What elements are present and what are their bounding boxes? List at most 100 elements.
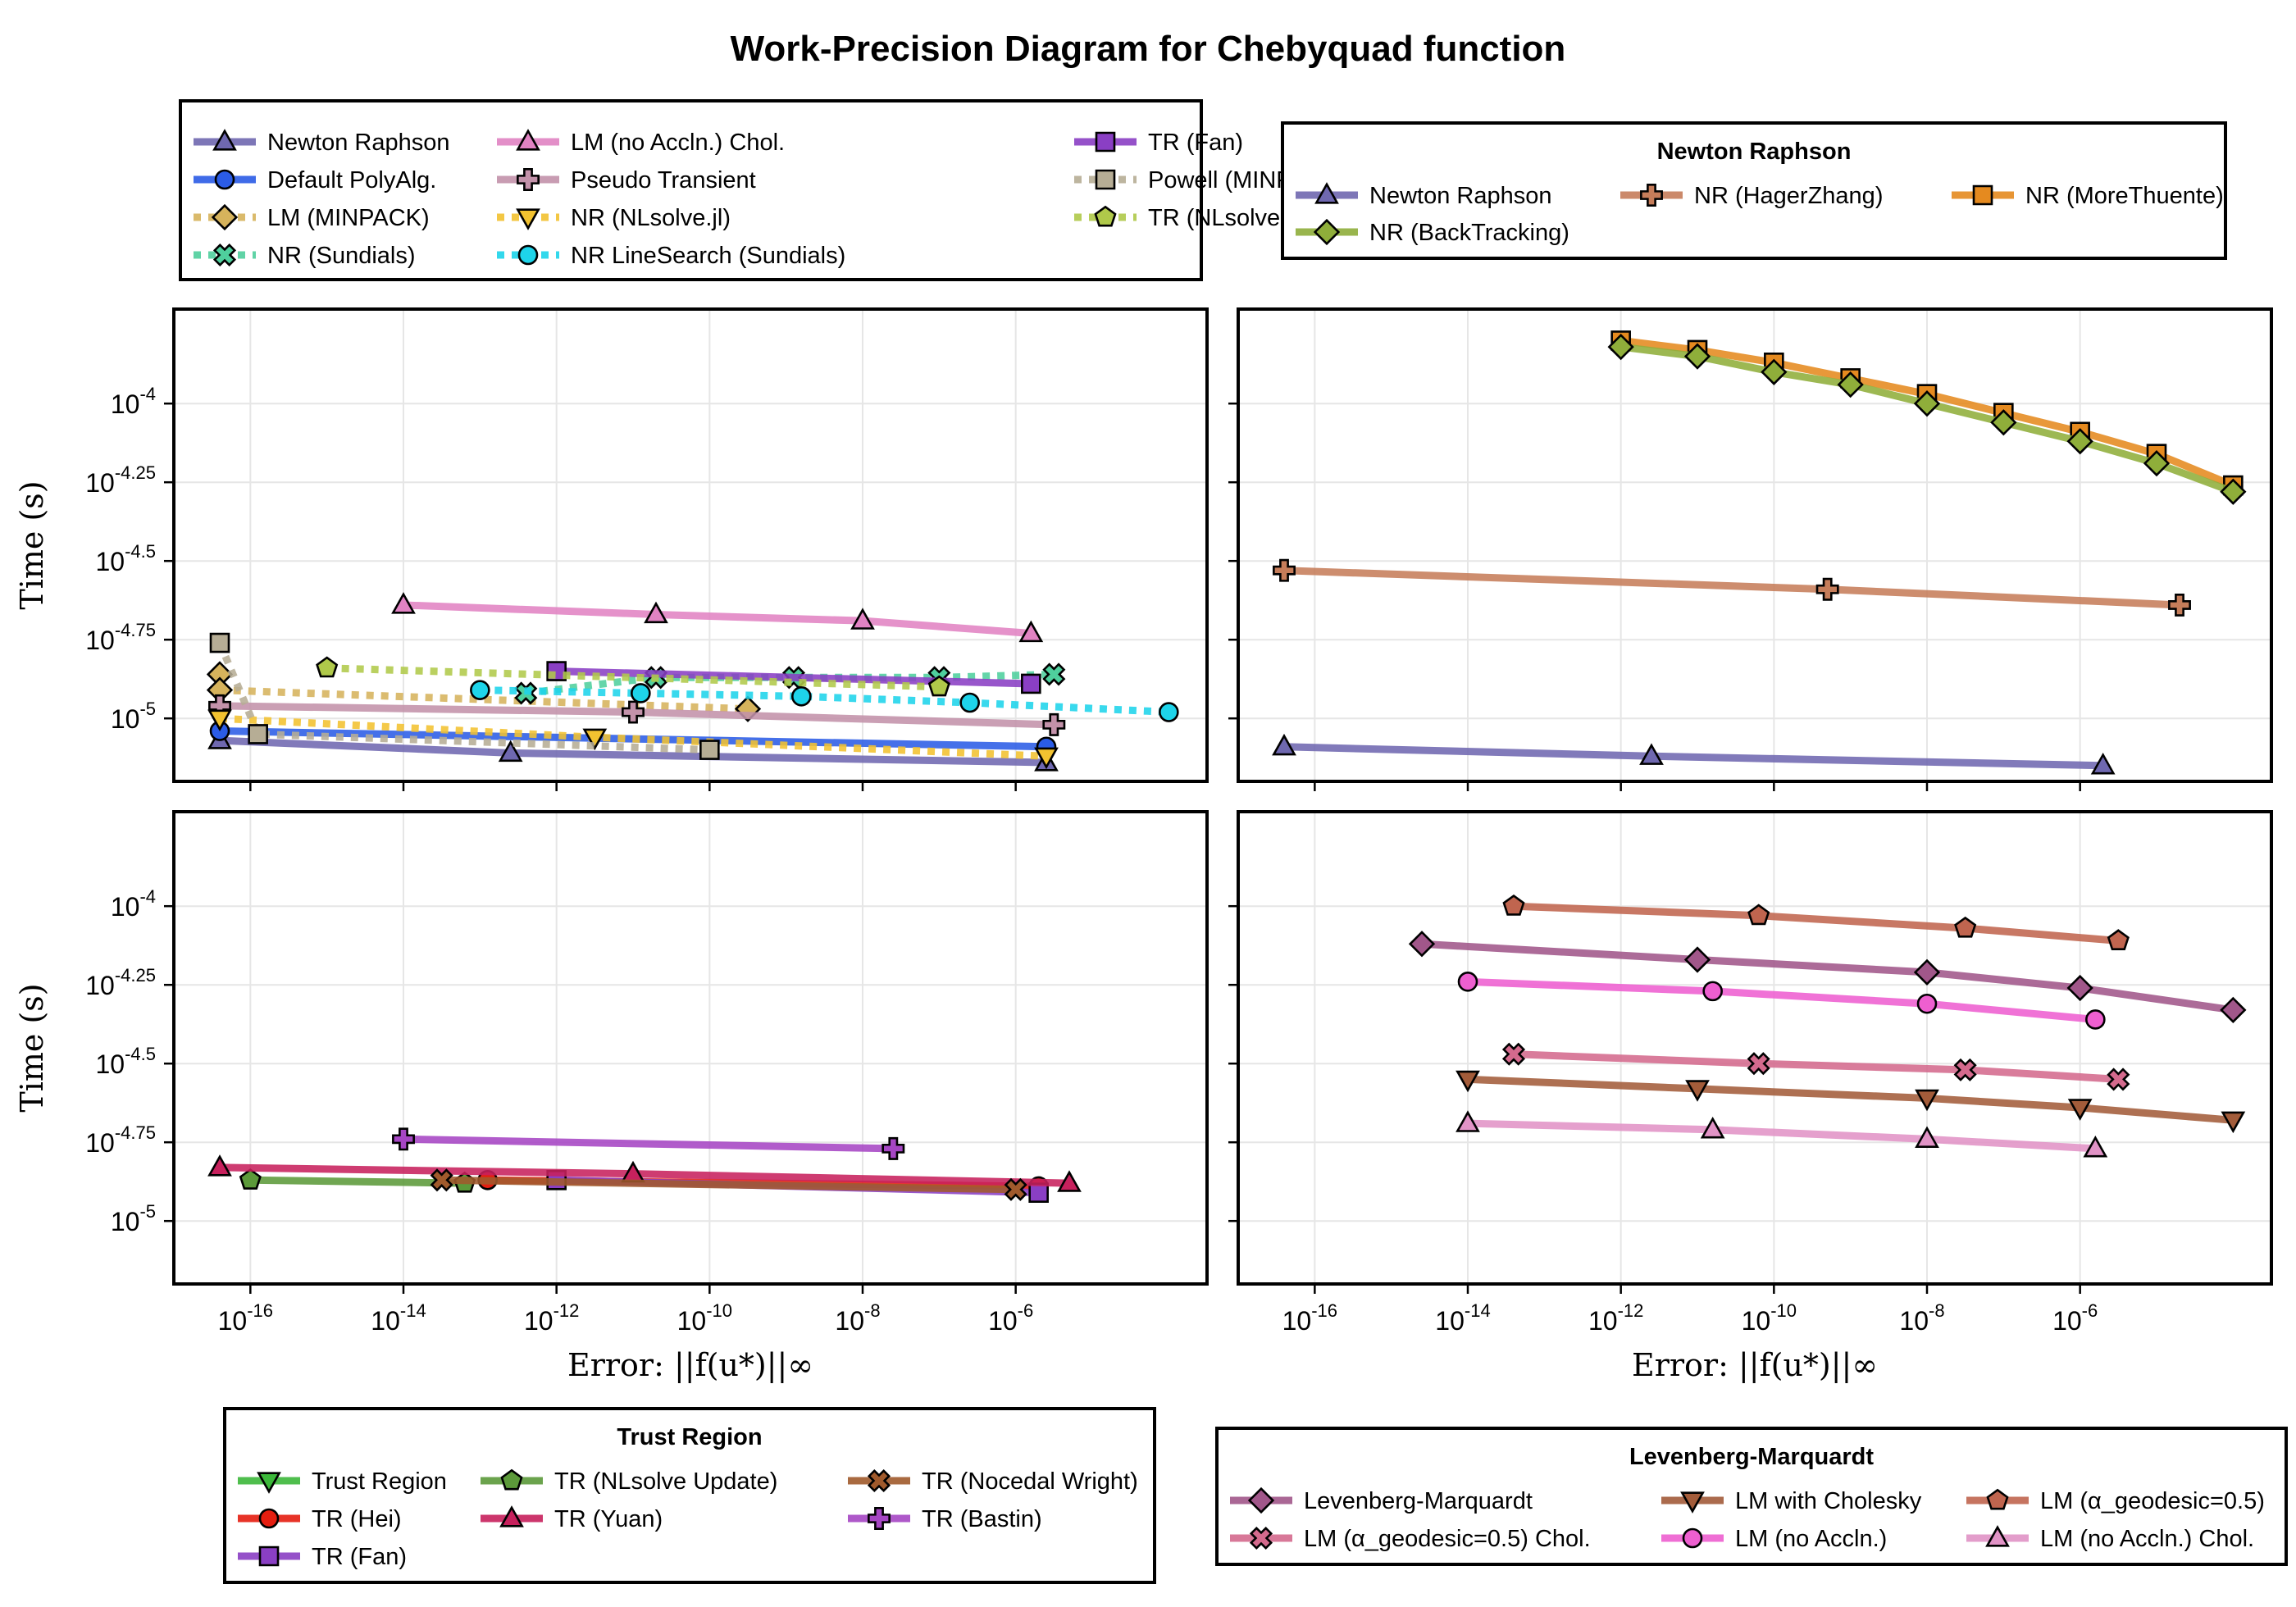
data-point-lm-geodesic-0-5-chol xyxy=(2107,1068,2130,1091)
legend-frame xyxy=(1281,121,2227,260)
data-point-nr-backtracking xyxy=(2220,478,2247,505)
legend-label: TR (Yuan) xyxy=(554,1506,663,1532)
series-group xyxy=(1408,894,2247,1158)
x-tick-label: 10-6 xyxy=(2052,1300,2098,1336)
legend-label: NR (MoreThuente) xyxy=(2025,183,2224,209)
data-point-tr-nlsolve-jl xyxy=(927,675,950,697)
data-point-lm-no-accln-chol xyxy=(1700,1116,1725,1139)
legend-entry-tr-nlsolve-jl: TR (NLsolve.jl) xyxy=(1074,205,1305,231)
legend-label: LM (no Accln.) Chol. xyxy=(2040,1526,2254,1552)
panel-frame xyxy=(1237,307,2273,783)
legend-label: TR (Hei) xyxy=(312,1506,402,1532)
series-line-lm-geodesic-0-5 xyxy=(1510,902,2122,945)
y-tick-label: 10-4.25 xyxy=(85,462,156,498)
x-axis-label: Error: ||f(u*)||∞ xyxy=(567,1347,813,1383)
legend-label: LM (α_geodesic=0.5) Chol. xyxy=(1304,1526,1591,1552)
legend-label: TR (Bastin) xyxy=(922,1506,1042,1532)
legend-marker xyxy=(1249,1526,1273,1550)
y-tick-label: 10-4 xyxy=(111,384,156,419)
data-point-lm-geodesic-0-5-chol xyxy=(1953,1058,1977,1081)
panels: 10-510-4.7510-4.510-4.2510-410-510-4.751… xyxy=(85,307,2273,1336)
data-point-levenberg-marquardt xyxy=(1683,946,1711,973)
legend-marker xyxy=(212,243,237,267)
y-axis-label: Time (s) xyxy=(14,480,50,609)
legend-label: NR (Sundials) xyxy=(267,243,416,269)
data-point-tr-nlsolve-jl xyxy=(316,656,339,678)
legend-marker xyxy=(257,1472,281,1494)
panel-frame xyxy=(172,307,1209,783)
legend-entry-tr-yuan: TR (Yuan) xyxy=(481,1505,663,1532)
data-point-nr-linesearch-sundials xyxy=(470,680,490,700)
x-tick-label: 10-14 xyxy=(1435,1300,1490,1336)
legend-entry-newton-raphson: Newton Raphson xyxy=(1296,182,1551,209)
data-point-powell-minpack xyxy=(209,632,230,653)
legend-entry-trust-region: Trust Region xyxy=(238,1468,447,1495)
legend-marker xyxy=(1095,131,1116,153)
series-group xyxy=(206,592,1179,772)
data-point-lm-geodesic-0-5 xyxy=(1502,894,1525,916)
legend-entry-tr-nlsolve-update: TR (NLsolve Update) xyxy=(481,1468,777,1495)
data-point-powell-minpack xyxy=(699,740,720,760)
legend-main: Newton Raphson Default PolyAlg. LM (MINPAC… xyxy=(179,99,1347,281)
legend-title: Trust Region xyxy=(617,1424,762,1450)
series-line-tr-nlsolve-update xyxy=(246,1176,469,1187)
data-point-lm-minpack xyxy=(734,695,762,722)
y-tick-label: 10-4.75 xyxy=(85,620,156,655)
legend-marker xyxy=(517,168,540,191)
legend-entry-nr-hagerzhang: NR (HagerZhang) xyxy=(1620,183,1883,209)
data-point-lm-geodesic-0-5 xyxy=(2107,929,2130,950)
data-point-nr-nlsolve-jl xyxy=(1034,747,1059,770)
data-point-lm-no-accln xyxy=(1702,981,1723,1002)
data-point-tr-yuan xyxy=(1057,1170,1082,1192)
axis-labels: Time (s) Time (s) Error: ||f(u*)||∞ Error: … xyxy=(14,480,1878,1383)
legend-entry-lm-geodesic-0-5-chol: LM (α_geodesic=0.5) Chol. xyxy=(1230,1526,1591,1552)
legend-entry-lm-geodesic-0-5: LM (α_geodesic=0.5) xyxy=(1966,1488,2265,1514)
legends: Newton Raphson Default PolyAlg. LM (MINPAC… xyxy=(179,99,2288,1584)
data-point-lm-no-accln-chol xyxy=(1915,1126,1939,1149)
legend-marker xyxy=(516,129,540,151)
data-point-tr-yuan xyxy=(207,1154,232,1177)
data-point-lm-with-cholesky xyxy=(1456,1070,1480,1093)
x-tick-label: 10-16 xyxy=(218,1300,273,1336)
legend-label: TR (Fan) xyxy=(1148,130,1243,156)
legend-entry-lm-minpack: LM (MINPACK) xyxy=(194,203,430,231)
legend-entry-lm-no-accln: LM (no Accln.) xyxy=(1661,1526,1887,1552)
legend-label: LM with Cholesky xyxy=(1735,1488,1922,1514)
data-point-tr-nocedal-wright xyxy=(1004,1177,1027,1201)
data-point-nr-backtracking xyxy=(1913,390,1941,417)
panel-bottom-left: 10-5 10-4.75 10-4.5 10-4.25 10-4 10-16 10-14 10… xyxy=(85,810,1209,1336)
series-line-lm-geodesic-0-5-chol xyxy=(1510,1050,2122,1083)
series-line-lm-no-accln xyxy=(1464,977,2099,1023)
data-point-nr-backtracking xyxy=(1683,343,1711,370)
legend-label: Default PolyAlg. xyxy=(267,167,436,193)
legend-entry-newton-raphson: Newton Raphson xyxy=(194,129,449,156)
x-tick-label: 10-12 xyxy=(1588,1300,1643,1336)
data-point-newton-raphson xyxy=(498,740,523,763)
legend-marker xyxy=(1985,1525,2010,1547)
data-point-lm-no-accln xyxy=(1457,972,1478,992)
legend-marker xyxy=(1094,205,1117,227)
legend-label: TR (Nocedal Wright) xyxy=(922,1468,1138,1495)
data-point-nr-sundials xyxy=(1042,662,1066,686)
data-point-tr-nocedal-wright xyxy=(430,1168,453,1192)
y-tick-label: 10-4.75 xyxy=(85,1122,156,1158)
data-point-tr-fan xyxy=(1021,673,1041,694)
data-point-lm-no-accln xyxy=(2085,1009,2106,1030)
legend-label: Trust Region xyxy=(312,1468,447,1495)
legend-newton: Newton Raphson Newton Raphson NR (HagerZha… xyxy=(1281,121,2227,260)
data-point-levenberg-marquardt xyxy=(2066,974,2093,1002)
legend-entry-tr-hei: TR (Hei) xyxy=(238,1506,402,1532)
x-tick-label: 10-10 xyxy=(1742,1300,1797,1336)
legend-marker xyxy=(499,1505,524,1527)
panel-top-left: 10-5 10-4.75 10-4.5 10-4.25 10-4 xyxy=(85,307,1209,791)
y-tick-label: 10-4.25 xyxy=(85,965,156,1000)
data-point-lm-with-cholesky xyxy=(1685,1080,1710,1102)
legend-marker xyxy=(516,208,540,230)
legend-marker xyxy=(868,1507,891,1530)
data-point-lm-with-cholesky xyxy=(1915,1089,1939,1112)
data-point-lm-no-accln-chol xyxy=(1018,620,1044,643)
series-group xyxy=(207,1127,1082,1203)
series-line-lm-no-accln-chol xyxy=(1464,1119,2099,1153)
data-point-lm-no-accln-chol xyxy=(850,608,875,630)
series-group xyxy=(1272,330,2247,775)
